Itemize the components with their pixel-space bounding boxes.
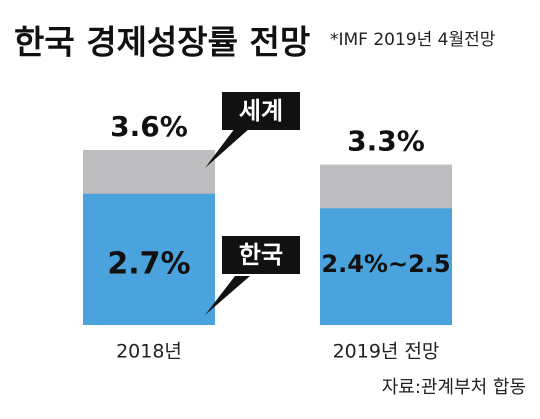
value-label: 2.7% <box>107 247 190 282</box>
value-label: 2.4%~2.5 <box>321 250 450 278</box>
source: 자료:관계부처 합동 <box>382 377 526 398</box>
x-tick-label: 2019년 전망 <box>333 341 440 363</box>
subtitle: *IMF 2019년 4월전망 <box>330 30 496 50</box>
legend-tail <box>205 128 250 168</box>
legend-box <box>222 92 300 130</box>
bar <box>320 208 452 325</box>
value-label: 3.6% <box>110 110 188 143</box>
legend-box <box>222 236 300 274</box>
bar <box>83 193 215 325</box>
legend-label: 세계 <box>239 97 283 125</box>
value-label: 3.3% <box>347 125 425 158</box>
legend-tail <box>205 276 250 315</box>
x-tick-label: 2018년 <box>116 341 182 363</box>
legend-label: 한국 <box>239 241 283 269</box>
chart-title: 한국 경제성장률 전망 <box>14 23 310 62</box>
